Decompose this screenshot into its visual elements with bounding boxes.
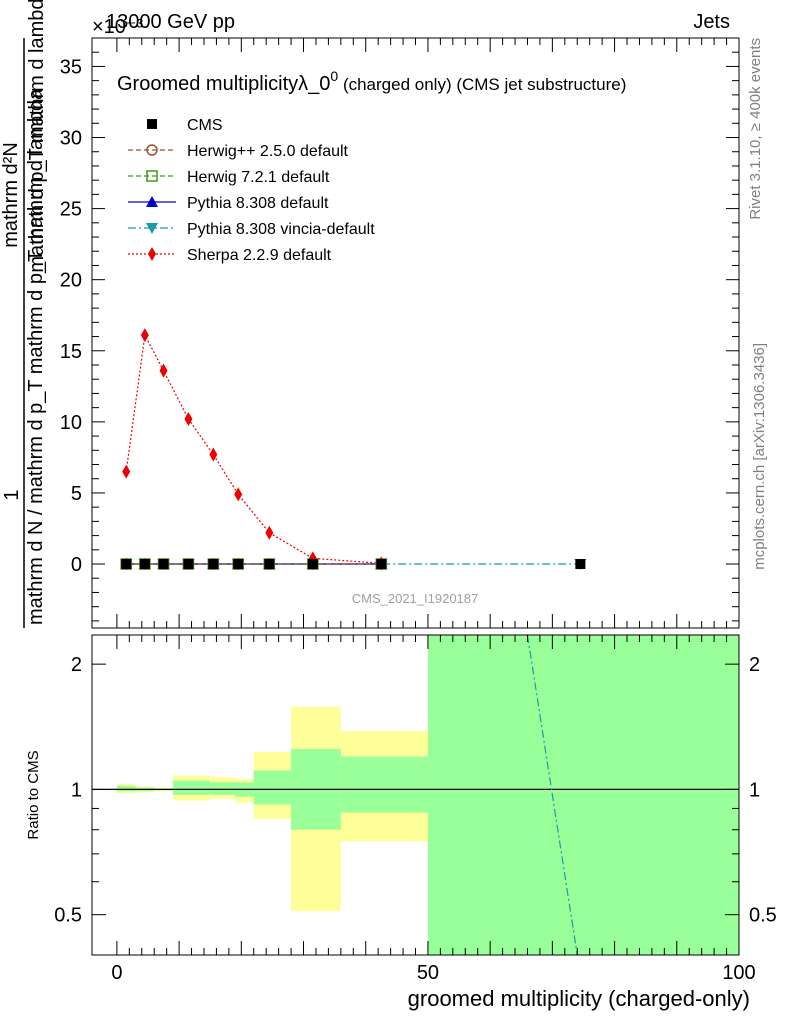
plot-title: Groomed multiplicityλ_00 (charged only) … (117, 68, 626, 95)
ratio-plot-area: 0.5 0.5 1 1 2 2 0 50 100 (54, 634, 777, 984)
cms-marker (307, 559, 318, 570)
herwig7-marker (146, 170, 158, 182)
y-tick-label: 35 (60, 56, 82, 78)
watermark: CMS_2021_I1920187 (352, 591, 479, 606)
category-label: Jets (693, 11, 730, 33)
x-tick-label: 0 (111, 962, 122, 984)
legend-label-cms: CMS (187, 117, 223, 134)
ratio-ylabel: Ratio to CMS (25, 750, 42, 839)
energy-label: 13000 GeV pp (106, 11, 235, 33)
y-tick-label: 15 (60, 341, 82, 363)
ratio-band-green (116, 785, 136, 792)
sherpa-series-line (125, 333, 382, 564)
sherpa-marker (159, 363, 168, 378)
x-tick-label: 50 (417, 962, 439, 984)
rivet-version-label: Rivet 3.1.10, ≥ 400k events (747, 38, 764, 220)
ylabel-denominator-top: mathrm d p_T mathrm d lambda (26, 0, 48, 273)
plot-title-tail: (charged only) (CMS jet substructure) (338, 75, 626, 94)
ratio-vincia-line (526, 634, 578, 956)
herwigpp-marker (146, 144, 158, 156)
cms-marker (139, 559, 150, 570)
cms-marker (264, 559, 275, 570)
ylabel-one: 1 (1, 489, 23, 500)
ratio-band-green (253, 770, 292, 805)
ylabel-numerator: mathrm d²N (0, 142, 22, 248)
main-ylabel: 1 mathrm d²N mathrm d p_T mathrm d lambd… (0, 0, 48, 628)
cms-marker (233, 559, 244, 570)
cms-marker (158, 559, 169, 570)
ratio-y-tick-label: 1 (71, 779, 82, 801)
y-tick-label: 20 (60, 270, 82, 292)
legend-label-herwigpp: Herwig++ 2.5.0 default (187, 143, 349, 160)
cms-marker (121, 559, 132, 570)
ylabel-denominator: mathrm d N / mathrm d p_T mathrm d p_T m… (25, 88, 47, 625)
legend: CMS Herwig++ 2.5.0 default Herwig 7.2.1 de… (128, 117, 375, 264)
sherpa-marker (148, 247, 156, 261)
ratio-band-green (427, 635, 739, 955)
exponent-label: ×10⁻³ (92, 16, 143, 38)
ratio-band-green (210, 782, 236, 795)
main-plot-area: 0 5 10 15 20 25 30 35 (60, 37, 740, 629)
vincia-marker (146, 223, 158, 234)
legend-label-herwig7: Herwig 7.2.1 default (187, 169, 330, 186)
cms-marker (575, 559, 586, 570)
legend-label-vincia: Pythia 8.308 vincia-default (187, 221, 375, 238)
ratio-y-tick-label-right: 0.5 (749, 905, 777, 927)
xlabel: groomed multiplicity (charged-only) (408, 986, 750, 1011)
mcplots-reference-label: mcplots.cern.ch [arXiv:1306.3436] (751, 343, 768, 570)
sherpa-marker (184, 412, 193, 427)
sherpa-marker (122, 464, 131, 479)
pythia-marker (146, 196, 158, 207)
sherpa-marker (209, 447, 218, 462)
ratio-y-tick-label: 0.5 (54, 905, 82, 927)
cms-marker (183, 559, 194, 570)
ratio-band-green (172, 780, 211, 795)
legend-label-sherpa: Sherpa 2.2.9 default (187, 247, 332, 264)
ratio-y-tick-label-right: 1 (749, 779, 760, 801)
sherpa-marker (265, 525, 274, 540)
legend-label-pythia: Pythia 8.308 default (187, 195, 329, 212)
plot-title-main: Groomed multiplicityλ_0 (117, 73, 330, 95)
x-tick-label: 100 (722, 962, 755, 984)
cms-marker (376, 559, 387, 570)
ratio-y-tick-label-right: 2 (749, 654, 760, 676)
ratio-band-green (340, 756, 428, 813)
y-tick-label: 10 (60, 412, 82, 434)
ratio-y-tick-label: 2 (71, 654, 82, 676)
sherpa-marker (234, 487, 243, 502)
plot-title-superscript: 0 (330, 68, 338, 84)
y-tick-label: 0 (71, 554, 82, 576)
sherpa-marker (140, 328, 149, 343)
y-tick-label: 5 (71, 483, 82, 505)
y-tick-label: 30 (60, 128, 82, 150)
cms-marker (208, 559, 219, 570)
y-tick-label: 25 (60, 199, 82, 221)
cms-marker (147, 119, 157, 129)
